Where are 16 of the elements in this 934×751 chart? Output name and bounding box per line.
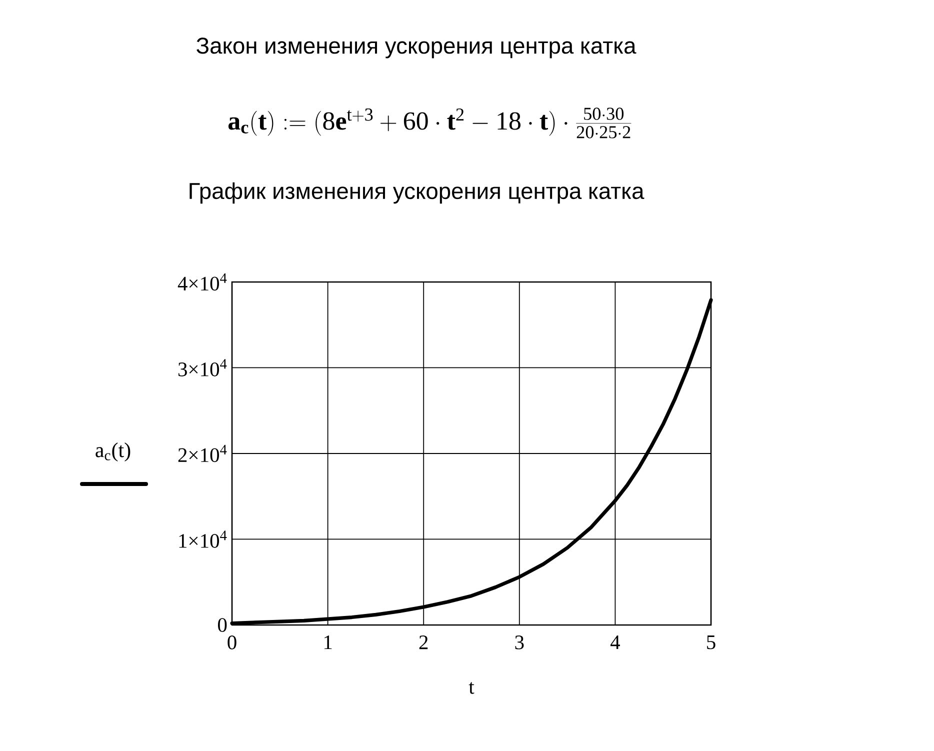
- x-tick-label: 4: [610, 636, 620, 650]
- x-tick-label: 5: [707, 636, 716, 650]
- chart-subtitle: График изменения ускорения центра катка: [190, 182, 644, 204]
- y-tick-label: 4×10$^{4}$: [178, 273, 227, 291]
- text: a$_{c}$(t): [96, 442, 130, 462]
- chart-title: Закон изменения ускорения центра катка: [196, 38, 636, 58]
- x-tick-label: 1: [324, 636, 332, 650]
- x-axis-title: t: [468, 682, 474, 694]
- y-tick-label: 0: [218, 618, 227, 632]
- text: $\mathbf{a}_{\mathbf{c}}(\mathbf{t}) := (8\mathbf{e}^{\mathrm{t+3}} + 60\cdot\mathbf{t}^{2} - 18\cdot\mathbf{t})\cdot\frac{50\cdot 30}{20\cdot 25\cdot 2}$: [228, 108, 632, 138]
- y-tick-label: 2×10$^{4}$: [178, 444, 227, 462]
- y-tick-label: 1×10$^{4}$: [179, 530, 227, 548]
- x-tick-label: 0: [228, 636, 236, 650]
- x-tick-label: 3: [515, 636, 524, 650]
- y-tick-label: 3×10$^{4}$: [178, 359, 227, 376]
- x-tick-label: 2: [419, 636, 428, 650]
